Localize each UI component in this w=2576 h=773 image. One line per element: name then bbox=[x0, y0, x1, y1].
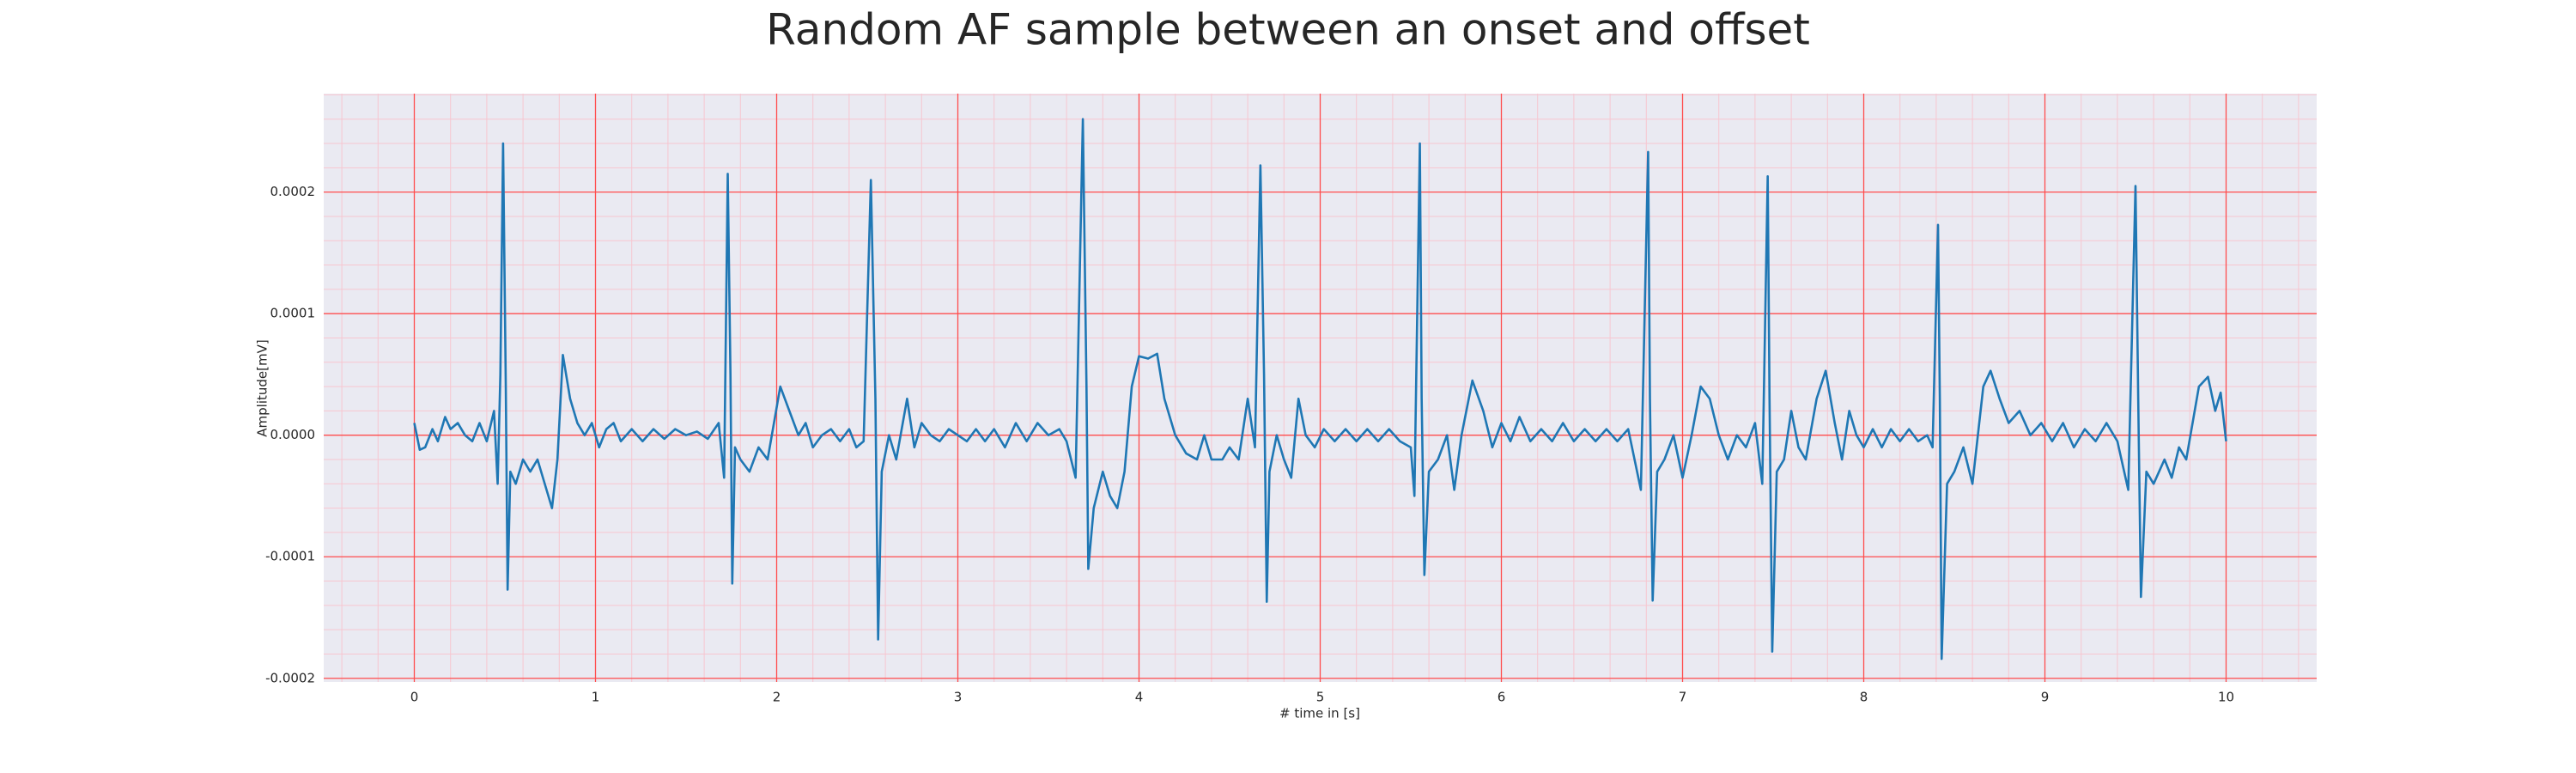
y-tick-label: -0.0002 bbox=[265, 670, 315, 685]
x-tick-label: 2 bbox=[773, 690, 781, 705]
chart-title: Random AF sample between an onset and of… bbox=[766, 5, 1810, 55]
x-tick-label: 4 bbox=[1135, 690, 1144, 705]
y-tick-label: 0.0001 bbox=[270, 306, 316, 321]
x-tick-label: 0 bbox=[410, 690, 419, 705]
x-tick-label: 6 bbox=[1498, 690, 1506, 705]
x-tick-label: 9 bbox=[2041, 690, 2050, 705]
y-tick-label: -0.0001 bbox=[265, 549, 315, 564]
x-axis-label: # time in [s] bbox=[1279, 706, 1360, 721]
y-tick-label: 0.0002 bbox=[270, 184, 316, 199]
x-tick-label: 3 bbox=[954, 690, 963, 705]
x-tick-label: 10 bbox=[2218, 690, 2234, 705]
signal-line bbox=[413, 118, 2227, 660]
y-tick-label: 0.0000 bbox=[270, 427, 316, 442]
x-tick-label: 7 bbox=[1679, 690, 1687, 705]
x-tick-label: 1 bbox=[592, 690, 600, 705]
y-axis-label: Amplitude[mV] bbox=[255, 339, 270, 436]
x-tick-label: 5 bbox=[1316, 690, 1325, 705]
x-tick-label: 8 bbox=[1860, 690, 1868, 705]
